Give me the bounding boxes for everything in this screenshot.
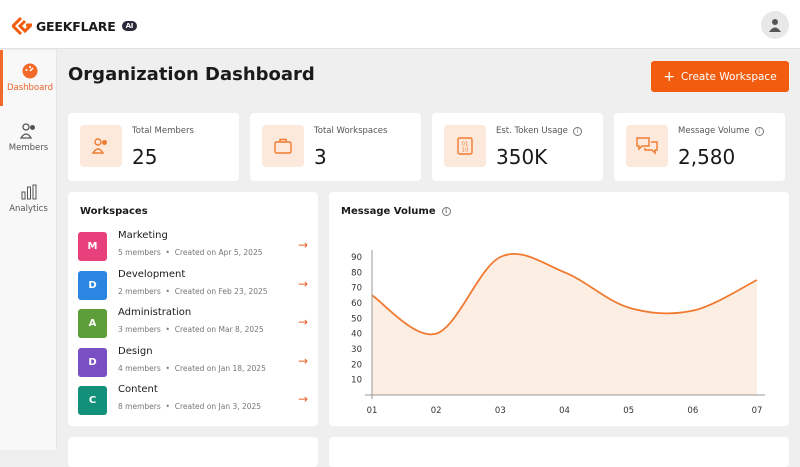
page-title: Organization Dashboard: [68, 64, 315, 85]
y-tick-label: 70: [351, 284, 362, 294]
geekflare-logo-icon: [12, 17, 32, 35]
stat-label: Total Workspaces: [314, 126, 388, 136]
workspace-item[interactable]: D Development 2 members • Created on Feb…: [78, 269, 308, 303]
user-icon: [769, 19, 781, 32]
user-avatar-button[interactable]: [761, 11, 789, 39]
y-tick-label: 80: [351, 268, 362, 278]
workspace-name: Administration: [118, 307, 192, 318]
button-label: Create Workspace: [681, 70, 777, 83]
sidebar-item-label: Dashboard: [6, 83, 54, 93]
plus-icon: +: [663, 68, 676, 85]
y-tick-label: 60: [351, 299, 362, 309]
y-tick-label: 30: [351, 345, 362, 355]
bottom-card-right: [329, 437, 789, 467]
bottom-card-left: [68, 437, 318, 467]
sidebar-item-label: Members: [8, 143, 49, 153]
create-workspace-button[interactable]: + Create Workspace: [651, 61, 789, 92]
x-tick-label: 06: [687, 406, 698, 416]
info-icon[interactable]: i: [572, 126, 582, 136]
y-tick-label: 50: [351, 314, 362, 324]
workspace-avatar: A: [78, 309, 107, 338]
card-title: Workspaces: [80, 206, 148, 217]
y-tick-label: 90: [351, 253, 362, 263]
workspace-avatar: M: [78, 232, 107, 261]
workspace-name: Development: [118, 268, 186, 280]
card-title: Message Volume i: [341, 206, 451, 217]
arrow-right-icon[interactable]: →: [297, 276, 308, 291]
sidebar-item-dashboard[interactable]: Dashboard: [0, 50, 57, 106]
sidebar-item-label: Analytics: [9, 204, 48, 214]
sidebar-item-members[interactable]: Members: [0, 110, 57, 166]
arrow-right-icon[interactable]: →: [297, 353, 308, 368]
workspace-avatar: D: [78, 270, 107, 300]
gauge-icon: [22, 63, 38, 79]
message-volume-chart: 10 20 30 40 50 60 70 80 90 01 02 03 04 05 06 07: [351, 250, 765, 416]
workspace-item[interactable]: D Design 4 members • Created on Jan 18, …: [78, 346, 308, 380]
users-icon: [19, 123, 35, 139]
top-header: GEEKFLARE AI: [0, 0, 800, 49]
area-fill: [372, 253, 757, 395]
stat-value: 350K: [496, 145, 548, 169]
workspace-meta: 2 members • Created on Feb 23, 2025: [118, 286, 268, 296]
workspace-item[interactable]: A Administration 3 members • Created on …: [78, 307, 308, 341]
series-line: [371, 252, 758, 336]
info-icon[interactable]: i: [441, 207, 451, 216]
chat-icon: [626, 125, 668, 167]
stat-value: 25: [132, 145, 158, 169]
x-tick-label: 04: [559, 406, 570, 416]
binary-icon: 01 10: [444, 125, 486, 167]
workspaces-card: Workspaces M Marketing 5 members • Creat…: [68, 192, 318, 426]
info-icon[interactable]: i: [754, 126, 764, 136]
workspace-name: Marketing: [118, 230, 168, 241]
stat-card-token-usage: 01 10 Est. Token Usage i 350K: [432, 113, 603, 181]
workspace-item[interactable]: C Content 8 members • Created on Jan 3, …: [78, 384, 308, 418]
users-icon: [80, 125, 122, 167]
stat-value: 3: [314, 145, 327, 169]
x-tick-label: 07: [752, 406, 763, 416]
y-tick-label: 10: [351, 376, 362, 386]
x-tick-label: 01: [367, 406, 378, 416]
sidebar: Dashboard Members Analytics: [0, 50, 57, 450]
workspace-meta: 5 members • Created on Apr 5, 2025: [118, 248, 263, 257]
logo[interactable]: GEEKFLARE AI: [12, 17, 138, 35]
arrow-right-icon[interactable]: →: [297, 315, 308, 329]
stat-card-message-volume: Message Volume i 2,580: [614, 113, 785, 181]
x-tick-label: 02: [431, 406, 442, 416]
workspace-avatar: D: [78, 347, 107, 377]
svg-text:01: 01: [462, 142, 469, 148]
workspace-avatar: C: [78, 386, 107, 415]
sidebar-item-analytics[interactable]: Analytics: [0, 171, 57, 227]
arrow-right-icon[interactable]: →: [297, 392, 308, 406]
workspace-name: Design: [118, 345, 153, 357]
y-tick-label: 20: [351, 360, 362, 370]
arrow-right-icon[interactable]: →: [297, 238, 308, 252]
y-tick-label: 40: [351, 330, 362, 340]
x-tick-label: 03: [495, 406, 506, 416]
svg-text:10: 10: [462, 148, 469, 154]
stat-label: Est. Token Usage i: [496, 126, 582, 136]
bar-chart-icon: [21, 184, 36, 200]
workspace-meta: 8 members • Created on Jan 3, 2025: [118, 402, 262, 411]
workspace-meta: 4 members • Created on Jan 18, 2025: [118, 363, 266, 373]
ai-badge: AI: [121, 21, 138, 31]
workspace-meta: 3 members • Created on Mar 8, 2025: [118, 325, 264, 334]
briefcase-icon: [262, 125, 304, 167]
workspace-item[interactable]: M Marketing 5 members • Created on Apr 5…: [78, 230, 308, 264]
stat-value: 2,580: [678, 145, 736, 169]
stat-label: Total Members: [132, 126, 194, 136]
stat-label: Message Volume i: [678, 126, 764, 136]
brand-name: GEEKFLARE: [36, 18, 116, 34]
workspace-name: Content: [118, 384, 158, 395]
stat-card-total-members: Total Members 25: [68, 113, 239, 181]
stat-card-total-workspaces: Total Workspaces 3: [250, 113, 421, 181]
x-tick-label: 05: [623, 406, 634, 416]
